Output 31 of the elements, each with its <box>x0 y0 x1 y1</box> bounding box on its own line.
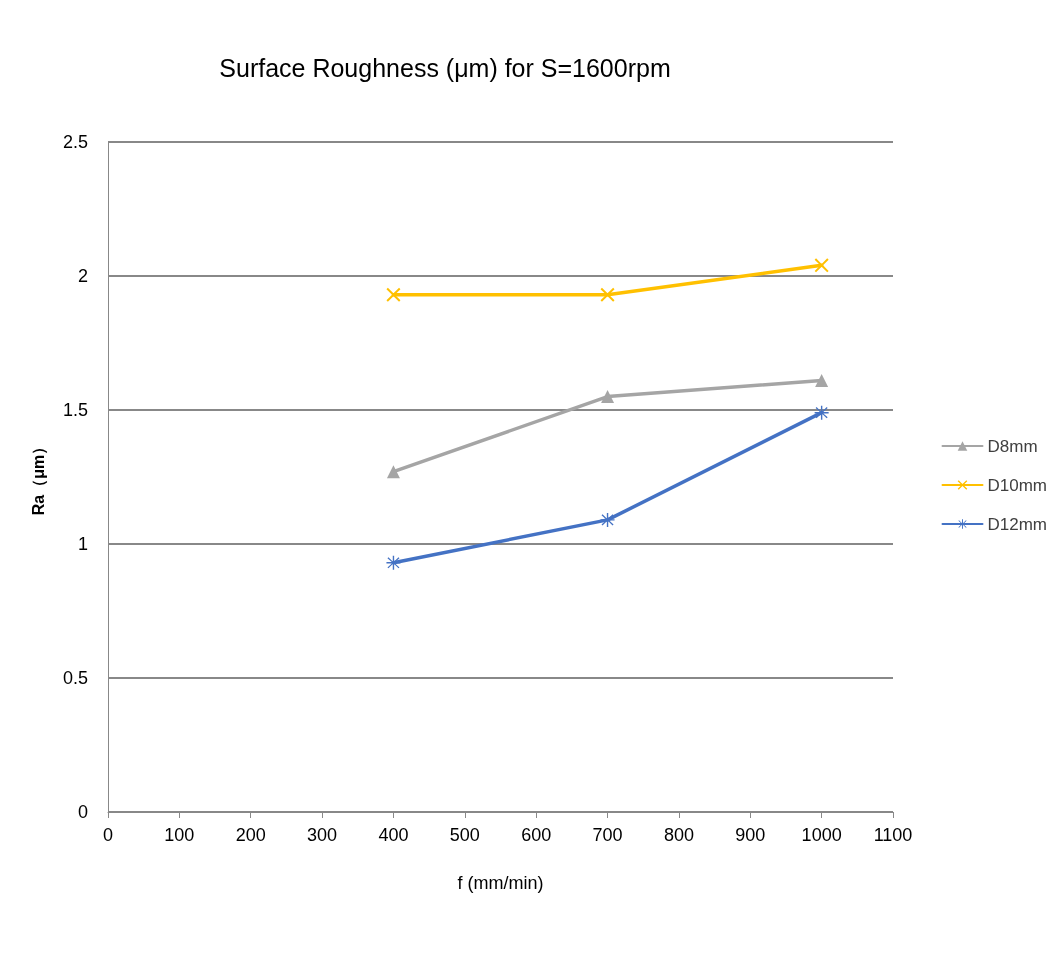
x-tick-label: 700 <box>592 825 623 845</box>
x-tick-label: 600 <box>521 825 552 845</box>
y-tick-label: 1 <box>77 534 88 554</box>
y-tick-label: 0.5 <box>62 668 88 688</box>
x-tick-label: 0 <box>102 825 114 845</box>
point <box>600 287 615 302</box>
y-axis-title: Ra（μm） <box>29 438 48 516</box>
point <box>600 512 615 527</box>
y-tick-label: 2 <box>77 266 88 286</box>
x-tick-label: 300 <box>307 825 338 845</box>
x-tick-label: 900 <box>735 825 766 845</box>
x-axis-title: f (mm/min) <box>457 873 544 893</box>
legend-label: D12mm <box>987 514 1048 534</box>
point <box>386 287 401 302</box>
x-tick-label: 500 <box>449 825 480 845</box>
y-tick-label: 0 <box>77 802 88 822</box>
point <box>814 258 829 273</box>
point <box>815 374 829 388</box>
x-tick-label: 400 <box>378 825 409 845</box>
point <box>386 465 400 479</box>
legend-label: D10mm <box>987 475 1048 495</box>
x-tick-label: 1000 <box>801 825 842 845</box>
chart-title: Surface Roughness (μm) for S=1600rpm <box>219 53 671 82</box>
x-tick-label: 200 <box>235 825 266 845</box>
y-tick-label: 2.5 <box>62 132 88 152</box>
y-tick-label: 1.5 <box>62 400 88 420</box>
x-tick-label: 1100 <box>873 825 913 845</box>
x-tick-label: 800 <box>663 825 694 845</box>
x-tick-label: 100 <box>164 825 195 845</box>
legend-label: D8mm <box>987 436 1038 456</box>
point <box>601 390 615 404</box>
